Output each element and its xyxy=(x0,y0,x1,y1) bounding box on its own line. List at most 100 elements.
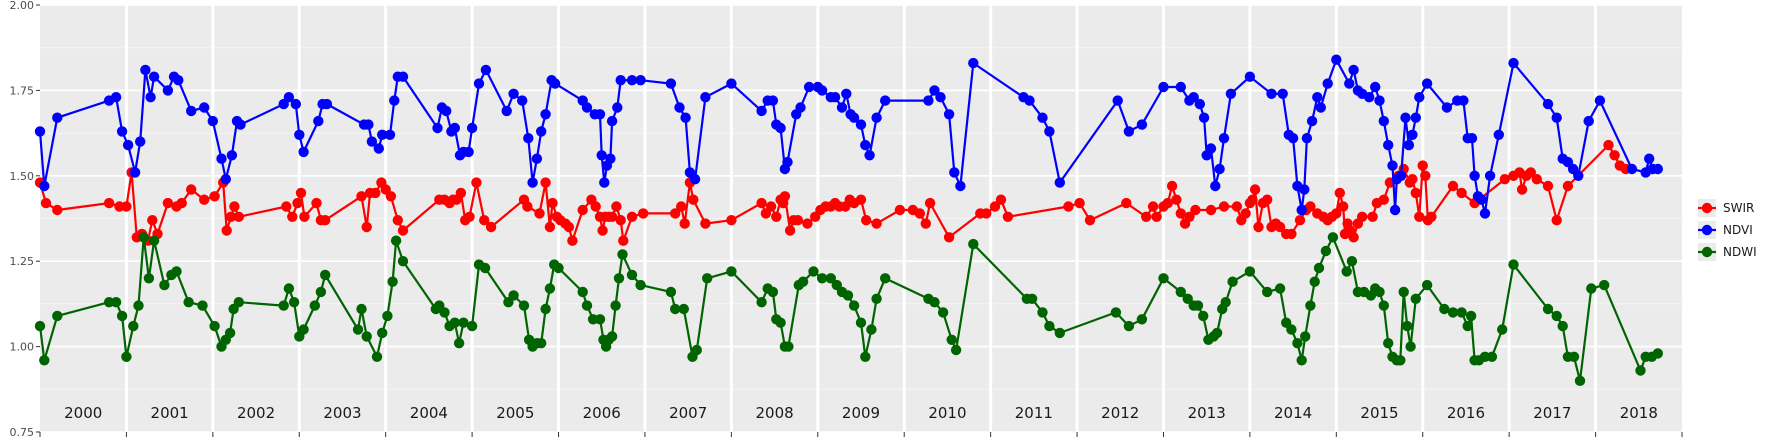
data-point-ndvi xyxy=(1312,92,1323,103)
data-point-swir xyxy=(1414,211,1425,222)
data-point-ndwi xyxy=(377,327,388,339)
data-point-ndvi xyxy=(803,81,815,93)
data-point-ndvi xyxy=(1205,143,1217,154)
data-point-ndwi xyxy=(1635,365,1646,376)
data-point-ndvi xyxy=(1400,112,1411,123)
data-point-swir xyxy=(771,211,782,222)
data-point-swir xyxy=(229,201,240,212)
data-point-ndvi xyxy=(1364,92,1375,103)
data-point-ndvi xyxy=(373,143,384,154)
year-label: 2015 xyxy=(1360,404,1398,422)
data-point-ndvi xyxy=(635,75,646,86)
data-point-swir xyxy=(479,215,490,226)
data-point-swir xyxy=(225,211,237,222)
data-point-ndvi xyxy=(216,153,227,164)
data-point-swir xyxy=(1074,197,1085,209)
data-point-swir xyxy=(1542,180,1554,192)
data-point-swir xyxy=(1525,167,1537,178)
data-point-ndvi xyxy=(298,146,309,158)
data-point-ndvi xyxy=(1188,92,1199,103)
data-point-ndvi xyxy=(1322,78,1333,89)
data-point-ndvi xyxy=(441,105,452,117)
data-point-ndwi xyxy=(39,355,50,366)
data-point-ndwi xyxy=(171,266,182,277)
data-point-ndvi xyxy=(207,115,218,127)
data-point-ndwi xyxy=(635,279,646,291)
data-point-swir xyxy=(611,201,622,212)
data-point-ndvi xyxy=(1466,133,1478,144)
data-point-ndvi xyxy=(596,150,607,161)
data-point-swir xyxy=(855,194,867,205)
data-point-swir xyxy=(540,177,551,188)
data-point-ndvi xyxy=(199,102,210,113)
data-point-ndwi xyxy=(1378,300,1390,311)
data-point-ndvi xyxy=(929,85,940,96)
data-point-ndwi xyxy=(1262,286,1273,298)
year-label: 2013 xyxy=(1188,404,1226,422)
data-point-ndvi xyxy=(145,92,156,103)
data-point-ndvi xyxy=(949,167,960,178)
data-point-ndvi xyxy=(1158,81,1169,93)
data-point-ndwi xyxy=(1410,293,1422,304)
data-point-ndwi xyxy=(665,286,677,298)
data-point-ndvi xyxy=(226,150,238,161)
data-point-ndwi xyxy=(1110,307,1122,318)
data-point-swir xyxy=(861,215,872,226)
data-point-ndvi xyxy=(594,109,606,120)
year-label: 2016 xyxy=(1447,404,1485,422)
data-point-ndvi xyxy=(1441,102,1453,113)
data-point-ndvi xyxy=(1414,92,1425,103)
data-point-ndwi xyxy=(1313,262,1325,274)
data-point-ndwi xyxy=(320,269,331,281)
legend-item-swir: SWIR xyxy=(1698,199,1754,217)
data-point-swir xyxy=(1084,215,1096,226)
data-point-ndwi xyxy=(1044,320,1055,332)
data-point-ndvi xyxy=(1266,88,1277,100)
data-point-swir xyxy=(1147,201,1159,212)
data-point-ndvi xyxy=(1583,115,1594,127)
data-point-ndvi xyxy=(1594,95,1606,106)
data-point-swir xyxy=(1367,211,1378,222)
year-label: 2007 xyxy=(669,404,707,422)
data-point-swir xyxy=(295,187,307,199)
data-point-ndwi xyxy=(1497,324,1508,335)
data-point-ndwi xyxy=(581,300,593,311)
data-point-ndvi xyxy=(1123,126,1135,137)
data-point-swir xyxy=(943,232,955,243)
data-point-swir xyxy=(1151,211,1162,222)
data-point-ndvi xyxy=(116,126,128,137)
data-point-swir xyxy=(1184,211,1195,222)
data-point-ndwi xyxy=(691,344,702,356)
data-point-swir xyxy=(52,204,63,216)
data-point-ndvi xyxy=(968,57,979,69)
data-point-swir xyxy=(1551,215,1562,226)
data-point-ndwi xyxy=(1286,324,1297,335)
data-point-ndvi xyxy=(517,95,528,106)
data-point-swir xyxy=(567,235,578,246)
year-labels: 2000 2001 2002 2003 2004 2005 2006 2007 2008 2009… xyxy=(64,404,1658,422)
data-point-ndwi xyxy=(1227,276,1238,287)
data-point-ndwi xyxy=(133,300,144,311)
data-point-ndwi xyxy=(34,320,46,332)
data-point-ndwi xyxy=(1198,310,1209,322)
data-point-ndwi xyxy=(148,235,160,246)
data-point-swir xyxy=(676,201,687,212)
data-point-ndwi xyxy=(449,317,460,328)
data-point-ndvi xyxy=(540,109,551,120)
data-point-ndwi xyxy=(1211,327,1223,339)
data-point-ndwi xyxy=(116,310,128,322)
data-point-ndvi xyxy=(449,122,460,134)
data-point-ndwi xyxy=(1346,256,1358,267)
data-point-ndwi xyxy=(209,320,220,332)
data-point-ndwi xyxy=(1244,266,1256,277)
data-point-ndvi xyxy=(1493,129,1505,140)
legend: SWIR NDVI NDWI xyxy=(1698,199,1757,261)
data-point-swir xyxy=(1378,194,1390,205)
series-ndvi xyxy=(34,54,1664,219)
data-point-ndvi xyxy=(795,102,806,113)
data-point-ndvi xyxy=(129,167,141,178)
legend-label: NDVI xyxy=(1723,223,1753,237)
data-point-ndwi xyxy=(382,310,393,322)
legend-label: SWIR xyxy=(1723,201,1754,215)
data-point-swir xyxy=(726,215,737,226)
